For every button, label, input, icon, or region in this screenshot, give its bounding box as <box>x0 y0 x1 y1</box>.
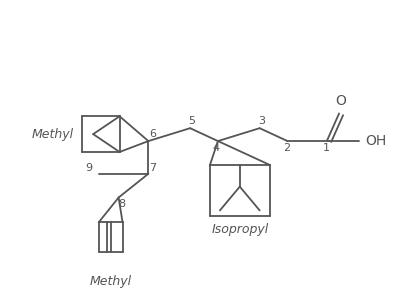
Text: 7: 7 <box>149 163 156 173</box>
Text: 8: 8 <box>118 200 125 210</box>
Text: 6: 6 <box>149 129 156 139</box>
Text: 2: 2 <box>283 143 290 153</box>
Text: 5: 5 <box>188 116 196 126</box>
Text: Methyl: Methyl <box>32 128 74 141</box>
Text: 9: 9 <box>85 163 92 173</box>
Text: Methyl: Methyl <box>89 275 132 288</box>
Text: 1: 1 <box>323 143 330 153</box>
Text: OH: OH <box>365 134 386 148</box>
Text: 3: 3 <box>258 116 265 126</box>
Text: O: O <box>336 94 347 108</box>
Text: Isopropyl: Isopropyl <box>211 223 268 236</box>
Text: 4: 4 <box>213 143 220 153</box>
